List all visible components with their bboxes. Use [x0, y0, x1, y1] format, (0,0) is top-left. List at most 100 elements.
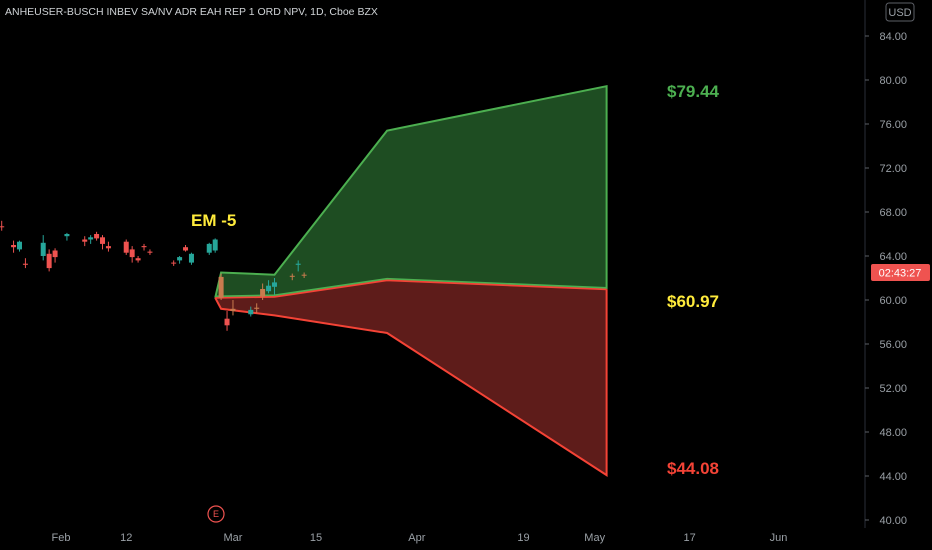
lower-cone-line	[214, 289, 608, 477]
candle-body	[123, 241, 129, 253]
candle	[82, 236, 88, 247]
candle-body	[218, 276, 224, 298]
price-tick-label: 72.00	[879, 163, 907, 175]
em-label: EM -5	[191, 211, 236, 230]
candle	[177, 256, 183, 264]
lower-cone-fill	[215, 280, 607, 476]
price-countdown-badge: 02:43:27	[871, 264, 930, 281]
candle	[129, 246, 135, 263]
expected-move-cone	[214, 84, 608, 477]
candle-body	[147, 251, 153, 253]
candle	[11, 240, 17, 253]
price-tick-label: 60.00	[879, 295, 907, 307]
symbol-title: ANHEUSER-BUSCH INBEV SA/NV ADR EAH REP 1…	[5, 6, 378, 18]
time-tick-label: May	[584, 532, 605, 544]
candle	[188, 252, 194, 265]
time-tick-label: Apr	[408, 532, 425, 544]
candle-body	[94, 234, 100, 239]
candle	[206, 242, 212, 255]
candle	[171, 260, 177, 266]
candle	[289, 273, 295, 281]
price-tick-label: 56.00	[879, 339, 907, 351]
candle-body	[0, 226, 5, 228]
time-tick-label: 12	[120, 532, 132, 544]
candle	[230, 300, 236, 316]
upper-cone-fill	[215, 86, 607, 298]
candle	[0, 220, 5, 231]
candle-body	[129, 249, 135, 258]
candle-body	[224, 318, 230, 326]
currency-button-label: USD	[888, 7, 911, 19]
candle	[141, 243, 147, 251]
candle-body	[230, 308, 236, 311]
candle-body	[271, 282, 277, 287]
candle-body	[46, 253, 52, 269]
candle-body	[295, 263, 301, 265]
candle-body	[100, 237, 106, 244]
candle-body	[206, 243, 212, 253]
mid-line-on-lower	[215, 277, 607, 298]
candle	[88, 235, 94, 244]
candle-body	[105, 246, 111, 249]
candle-body	[301, 274, 307, 276]
price-tick-label: 48.00	[879, 427, 907, 439]
candle	[123, 239, 129, 255]
candle-body	[135, 258, 141, 261]
price-tick-label: 44.00	[879, 471, 907, 483]
time-tick-label: 17	[683, 532, 695, 544]
time-axis[interactable]: Feb 12 Mar 15 Apr 19 May 17 Jun	[52, 532, 788, 544]
candle	[212, 238, 218, 253]
currency-button[interactable]: USD	[885, 2, 915, 22]
time-tick-label: 19	[517, 532, 529, 544]
price-tick-label: 84.00	[879, 31, 907, 43]
candle	[301, 272, 307, 278]
candle	[64, 232, 70, 241]
price-badge-text: 02:43:27	[879, 268, 922, 280]
candle-body	[248, 309, 254, 315]
candle-body	[11, 245, 17, 248]
candle-body	[177, 257, 183, 261]
candle-body	[16, 241, 22, 250]
price-tick-label: 40.00	[879, 515, 907, 527]
price-tick-label: 68.00	[879, 207, 907, 219]
price-tick-label: 64.00	[879, 251, 907, 263]
upper-target-label: $79.44	[667, 82, 720, 101]
candle-body	[171, 262, 177, 264]
candle	[105, 241, 111, 252]
candle-body	[212, 239, 218, 251]
upper-cone-line	[214, 84, 608, 299]
candle	[266, 280, 272, 294]
candle	[52, 248, 58, 263]
candle	[271, 278, 277, 295]
candle-body	[260, 289, 266, 297]
earnings-marker[interactable]: E	[207, 505, 225, 523]
candle-body	[64, 234, 70, 237]
mid-line-on-upper	[215, 279, 607, 299]
candle	[22, 258, 28, 269]
candle	[224, 311, 230, 331]
candle	[218, 273, 224, 300]
candle	[46, 249, 52, 272]
time-tick-label: 15	[310, 532, 322, 544]
candle	[260, 283, 266, 300]
mid-target-label: $60.97	[667, 292, 719, 311]
price-axis[interactable]: 84.00 80.00 76.00 72.00 68.00 64.00 60.00 56.00…	[865, 31, 907, 527]
time-tick-label: Mar	[223, 532, 242, 544]
price-tick-label: 76.00	[879, 119, 907, 131]
candle-body	[266, 285, 272, 292]
candle	[183, 245, 189, 252]
candle	[254, 303, 260, 314]
time-tick-label: Jun	[770, 532, 788, 544]
candles	[0, 220, 307, 331]
candle-body	[52, 250, 58, 258]
candle-body	[188, 253, 194, 263]
candle	[40, 235, 46, 261]
candle-body	[88, 237, 94, 240]
time-tick-label: Feb	[52, 532, 71, 544]
price-badge-box	[871, 264, 930, 281]
candle-body	[22, 263, 28, 265]
candle	[147, 249, 153, 255]
candle	[94, 231, 100, 241]
candle-body	[183, 247, 189, 251]
